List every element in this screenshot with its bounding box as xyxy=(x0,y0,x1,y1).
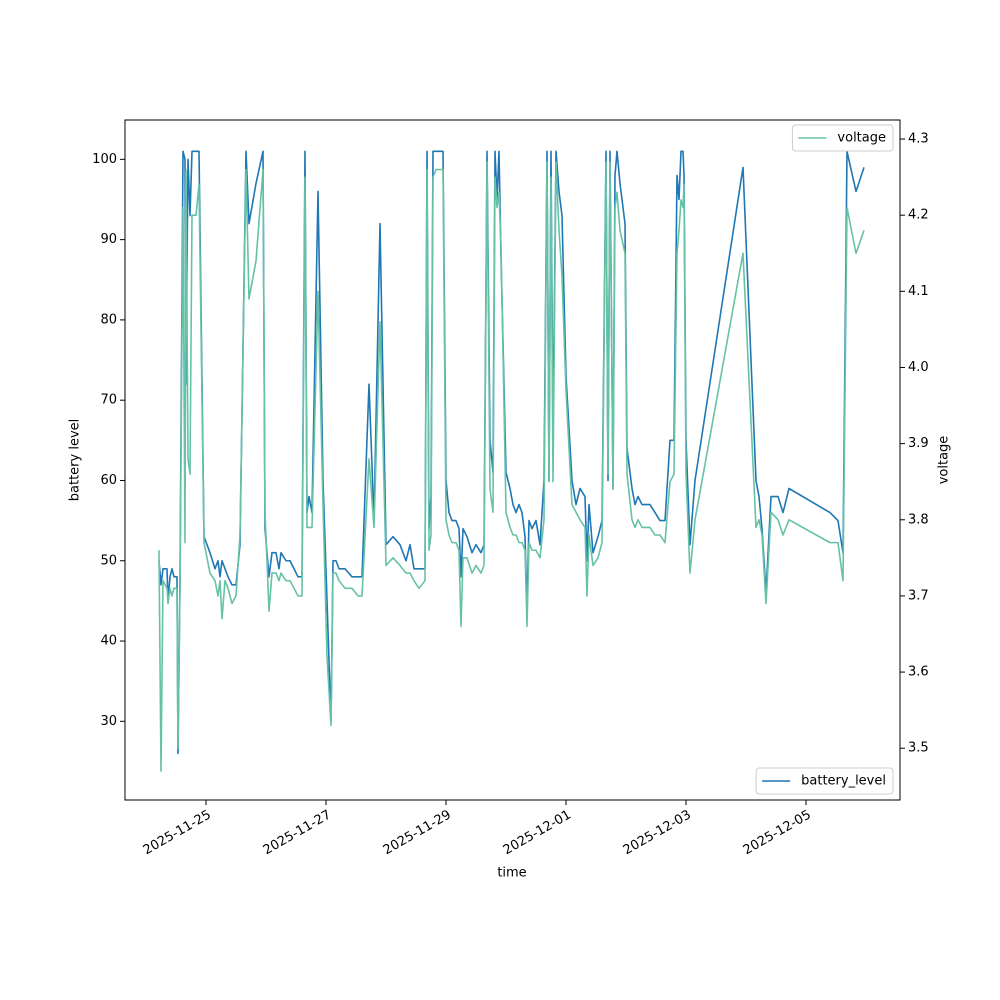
data-line xyxy=(158,150,865,755)
y2-tick-label: 3.7 xyxy=(908,588,929,603)
y-tick-label: 70 xyxy=(100,393,117,408)
x-tick-label: 2025-12-05 xyxy=(741,808,814,859)
plot-frame xyxy=(124,119,901,801)
y2-tick-label: 3.6 xyxy=(908,665,929,680)
y2-tick-label: 3.8 xyxy=(908,512,929,527)
legend: voltage xyxy=(791,124,894,152)
x-axis-label: time xyxy=(497,866,526,881)
y2-tick-label: 4.1 xyxy=(908,284,929,299)
legend-box xyxy=(755,767,894,795)
x-tick-label: 2025-11-25 xyxy=(141,808,214,859)
y-tick-label: 80 xyxy=(100,312,117,327)
x-tick-label: 2025-12-01 xyxy=(501,808,574,859)
y-tick-label: 50 xyxy=(100,553,117,568)
legend: battery_level xyxy=(755,767,894,795)
y2-tick-label: 4.3 xyxy=(908,132,929,147)
x-tick-label: 2025-11-29 xyxy=(381,808,454,859)
legend-label: battery_level xyxy=(801,774,886,789)
y-tick-label: 60 xyxy=(100,473,117,488)
legend-box xyxy=(791,124,894,152)
x-tick-label: 2025-12-03 xyxy=(621,808,694,859)
y2-tick-label: 4.2 xyxy=(908,208,929,223)
y-axis-label: battery level xyxy=(68,419,83,502)
y-tick-label: 90 xyxy=(100,232,117,247)
x-tick-label: 2025-11-27 xyxy=(261,808,334,859)
y2-tick-label: 3.5 xyxy=(908,741,929,756)
y2-tick-label: 3.9 xyxy=(908,436,929,451)
y2-axis-label: voltage xyxy=(937,436,952,485)
y-tick-label: 40 xyxy=(100,634,117,649)
y-tick-label: 100 xyxy=(92,152,117,167)
data-line xyxy=(158,161,865,772)
y2-tick-label: 4.0 xyxy=(908,360,929,375)
y-tick-label: 30 xyxy=(100,714,117,729)
legend-label: voltage xyxy=(837,131,886,146)
